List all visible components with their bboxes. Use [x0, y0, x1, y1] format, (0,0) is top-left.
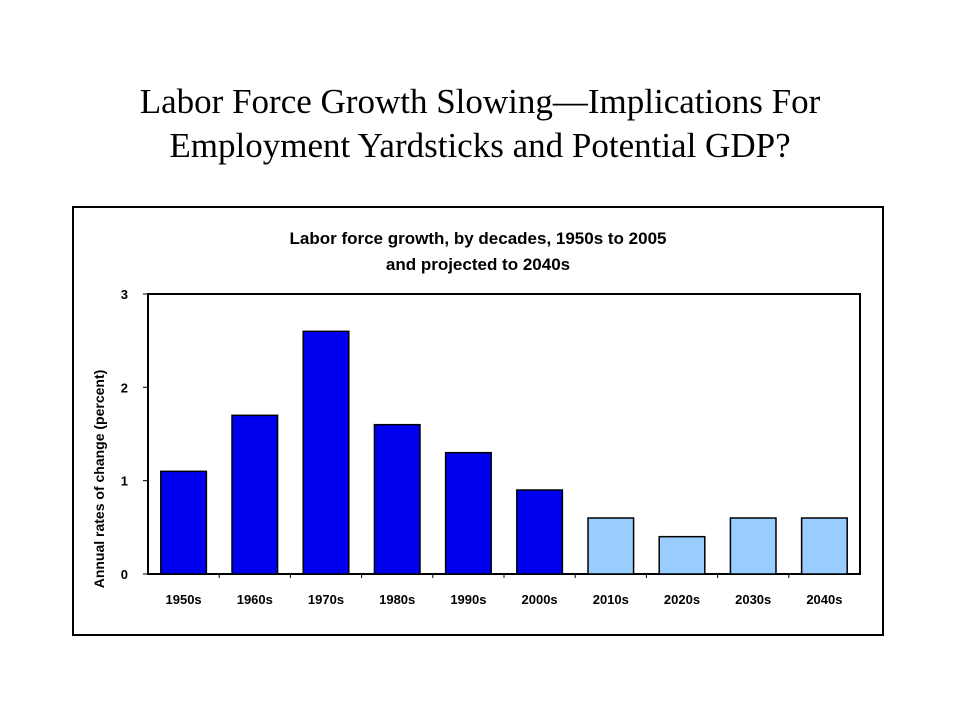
plot-area: 0 1 2 3 1950s 1960s 1970s 1980s 1990s 2000s 2010s 2… [121, 287, 861, 607]
x-tick-label-1990s: 1990s [450, 592, 486, 607]
x-tick-label-2000s: 2000s [522, 592, 558, 607]
chart-frame: Labor force growth, by decades, 1950s to… [72, 206, 884, 636]
y-axis-label: Annual rates of change (percent) [91, 370, 107, 589]
bar-1990s [444, 451, 492, 575]
chart-title-line-2: and projected to 2040s [386, 255, 570, 274]
chart-title-line-1: Labor force growth, by decades, 1950s to… [290, 229, 667, 248]
y-tick-label: 0 [121, 567, 128, 582]
y-tick-label: 3 [121, 287, 128, 302]
bar-chart: Labor force growth, by decades, 1950s to… [91, 229, 861, 607]
bar-1970s [302, 330, 350, 575]
x-tick-label-1950s: 1950s [166, 592, 202, 607]
x-tick-label-2030s: 2030s [735, 592, 771, 607]
bar-1950s [160, 470, 208, 575]
x-tick-label-1960s: 1960s [237, 592, 273, 607]
bar-2000s [516, 489, 564, 575]
y-tick-label: 2 [121, 380, 128, 395]
slide-title-line-2: Employment Yardsticks and Potential GDP? [169, 126, 791, 165]
y-tick-label: 1 [121, 474, 128, 489]
bar-2040s [800, 517, 848, 575]
bar-2010s [587, 517, 635, 575]
x-tick-label-1980s: 1980s [379, 592, 415, 607]
bar-1960s [231, 414, 279, 575]
x-tick-label-2040s: 2040s [806, 592, 842, 607]
bar-2020s [658, 535, 706, 575]
x-tick-label-2010s: 2010s [593, 592, 629, 607]
bar-1980s [373, 423, 421, 575]
x-tick-label-1970s: 1970s [308, 592, 344, 607]
bar-2030s [729, 517, 777, 575]
x-tick-label-2020s: 2020s [664, 592, 700, 607]
slide-title: Labor Force Growth Slowing—Implications … [40, 80, 920, 168]
slide-title-line-1: Labor Force Growth Slowing—Implications … [139, 82, 821, 121]
